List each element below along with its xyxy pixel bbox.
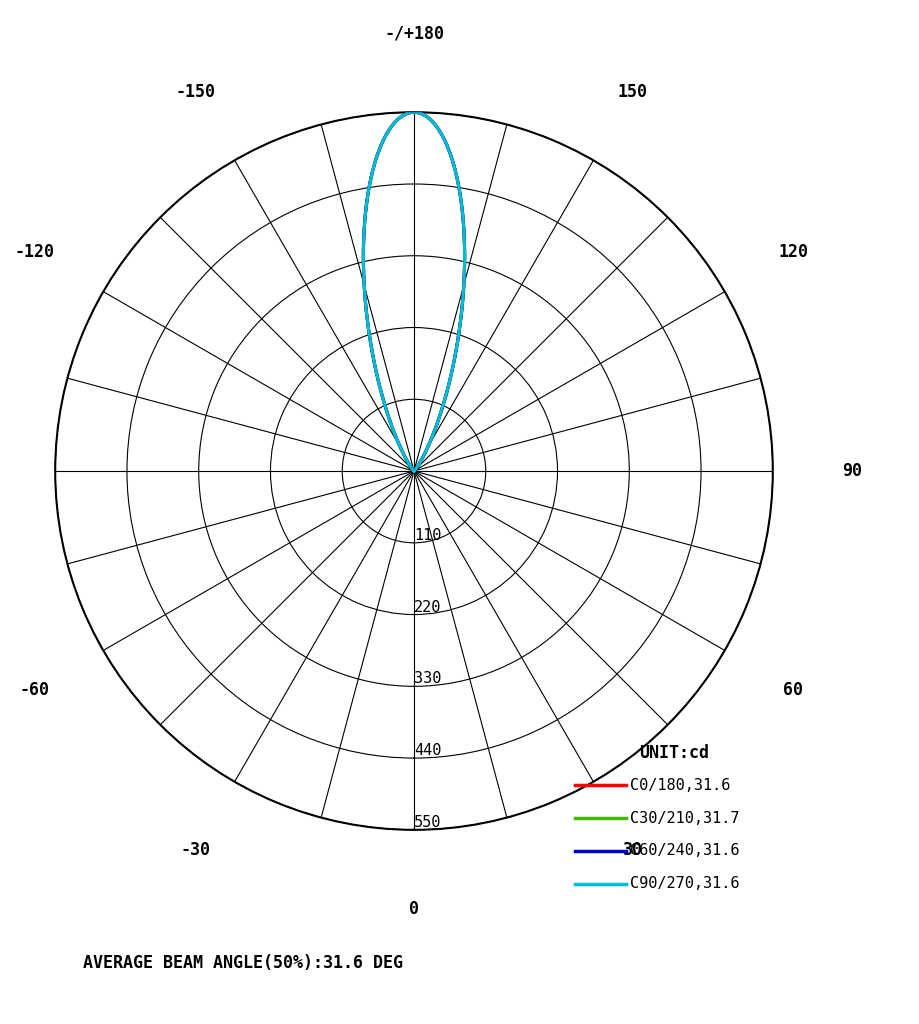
Text: 60: 60: [782, 681, 802, 699]
Text: -60: -60: [20, 681, 50, 699]
Text: C0/180,31.6: C0/180,31.6: [630, 778, 730, 793]
Text: 0: 0: [409, 900, 418, 918]
Text: 120: 120: [777, 243, 807, 261]
Text: -150: -150: [175, 83, 215, 101]
Text: 30: 30: [622, 841, 642, 859]
Text: 150: 150: [618, 83, 647, 101]
Text: UNIT:cd: UNIT:cd: [639, 743, 709, 762]
Text: C30/210,31.7: C30/210,31.7: [630, 811, 739, 825]
Text: C60/240,31.6: C60/240,31.6: [630, 844, 739, 858]
Text: -120: -120: [15, 243, 55, 261]
Text: AVERAGE BEAM ANGLE(50%):31.6 DEG: AVERAGE BEAM ANGLE(50%):31.6 DEG: [83, 953, 403, 972]
Text: -/+180: -/+180: [383, 25, 444, 42]
Text: -30: -30: [180, 841, 210, 859]
Text: C90/270,31.6: C90/270,31.6: [630, 877, 739, 891]
Text: 90: 90: [841, 462, 861, 480]
